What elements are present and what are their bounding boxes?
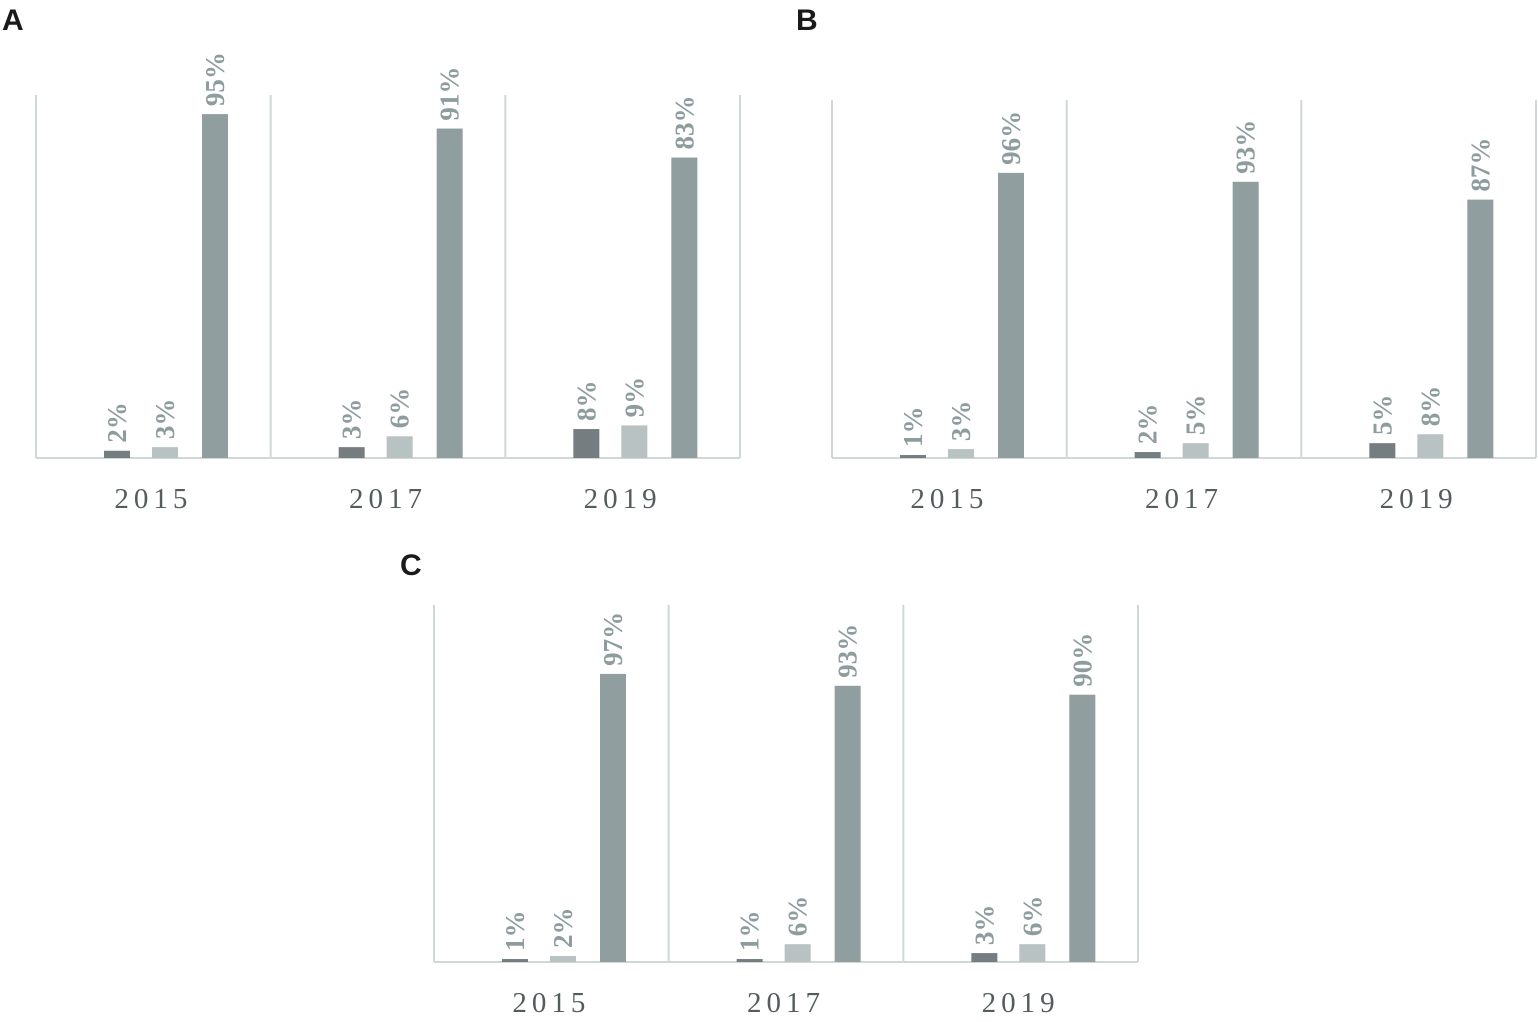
panel-c-bar-2019-s2: [1019, 944, 1046, 962]
panel-a-bar-2015-s2: [152, 447, 178, 458]
panel-b-data-label-2017-s2: 5%: [1181, 395, 1211, 436]
panel-a-bar-2015-s3: [202, 114, 228, 458]
panel-b-bar-2015-s2: [948, 449, 974, 458]
panel-b-data-label-2019-s2: 8%: [1415, 386, 1445, 427]
panel-b-label: B: [796, 4, 818, 37]
panel-a-data-label-2015-s2: 3%: [150, 399, 180, 440]
panel-c-bar-2017-s1: [736, 959, 763, 962]
panel-b-data-label-2017-s1: 2%: [1133, 404, 1163, 445]
panel-c-tick-label-2019: 2019: [982, 987, 1060, 1019]
panel-b-tick-label-2019: 2019: [1380, 483, 1458, 515]
panel-b-data-label-2015-s2: 3%: [946, 401, 976, 442]
panel-b-tick-label-2017: 2017: [1145, 483, 1223, 515]
panel-c-bar-2019-s3: [1069, 694, 1096, 962]
panel-b-bar-2017-s3: [1232, 181, 1259, 459]
panel-c-bar-2019-s1: [971, 953, 998, 962]
panel-c-bar-2015-s3: [600, 673, 626, 962]
panel-c-data-label-2017-s2: 6%: [783, 896, 813, 937]
panel-b-bar-2019-s1: [1369, 443, 1396, 458]
panel-a-data-label-2019-s3: 83%: [669, 96, 699, 150]
panel-b-bar-2017-s2: [1182, 443, 1209, 458]
panel-c-data-label-2015-s2: 2%: [548, 908, 578, 949]
panel-c-data-label-2019-s1: 3%: [969, 905, 999, 945]
panel-c-bar-2015-s1: [502, 959, 528, 962]
panel-b-bar-2019-s2: [1417, 434, 1444, 458]
panel-a-bar-2019-s1: [573, 429, 600, 458]
panel-a-tick-label-2019: 2019: [584, 483, 662, 515]
panel-c-label: C: [400, 549, 422, 582]
panel-c-tick-label-2015: 2015: [512, 987, 590, 1019]
panel-a-data-label-2015-s3: 95%: [200, 52, 230, 106]
panel-b-data-label-2019-s3: 87%: [1465, 138, 1495, 192]
panel-c-tick-label-2017: 2017: [747, 987, 825, 1019]
panel-a-bar-2019-s3: [671, 157, 698, 459]
panel-c-data-label-2015-s1: 1%: [500, 911, 530, 952]
panel-b-bar-2015-s3: [998, 172, 1024, 458]
panel-c-bar-2015-s2: [550, 956, 576, 962]
panel-b-bar-2019-s3: [1467, 199, 1494, 459]
panel-a-data-label-2017-s3: 91%: [435, 67, 465, 121]
panel-a-label: A: [2, 4, 24, 37]
panel-b-data-label-2019-s1: 5%: [1367, 395, 1397, 436]
panel-a-data-label-2015-s1: 2%: [102, 402, 132, 443]
panel-b-data-label-2015-s3: 96%: [996, 111, 1026, 165]
panel-a-bar-2017-s1: [338, 447, 365, 458]
panel-a-data-label-2017-s1: 3%: [337, 399, 367, 440]
panel-b-bar-2017-s1: [1134, 452, 1161, 458]
panel-a-bar-2017-s2: [386, 436, 413, 458]
panel-a-data-label-2019-s2: 9%: [619, 377, 649, 418]
panel-b-data-label-2015-s1: 1%: [898, 407, 928, 448]
panel-c-data-label-2019-s2: 6%: [1017, 896, 1047, 937]
panel-c-bar-2017-s2: [784, 944, 811, 962]
panel-c-data-label-2019-s3: 90%: [1067, 633, 1097, 687]
panel-a-tick-label-2017: 2017: [349, 483, 427, 515]
panel-c-data-label-2017-s3: 93%: [833, 624, 863, 678]
panel-c-data-label-2017-s1: 1%: [735, 911, 765, 952]
panel-a-bar-2019-s2: [621, 425, 648, 458]
panel-b-data-label-2017-s3: 93%: [1231, 120, 1261, 174]
panel-a-bar-2017-s3: [436, 128, 463, 458]
panel-a-bar-2015-s1: [104, 450, 130, 458]
panel-c-data-label-2015-s3: 97%: [598, 612, 628, 666]
panel-b-tick-label-2015: 2015: [910, 483, 988, 515]
panel-c-bar-2017-s3: [834, 685, 861, 962]
panel-a-tick-label-2015: 2015: [114, 483, 192, 515]
panel-a-data-label-2017-s2: 6%: [385, 388, 415, 429]
panel-b-bar-2015-s1: [900, 455, 926, 458]
panel-a-data-label-2019-s1: 8%: [571, 381, 601, 422]
